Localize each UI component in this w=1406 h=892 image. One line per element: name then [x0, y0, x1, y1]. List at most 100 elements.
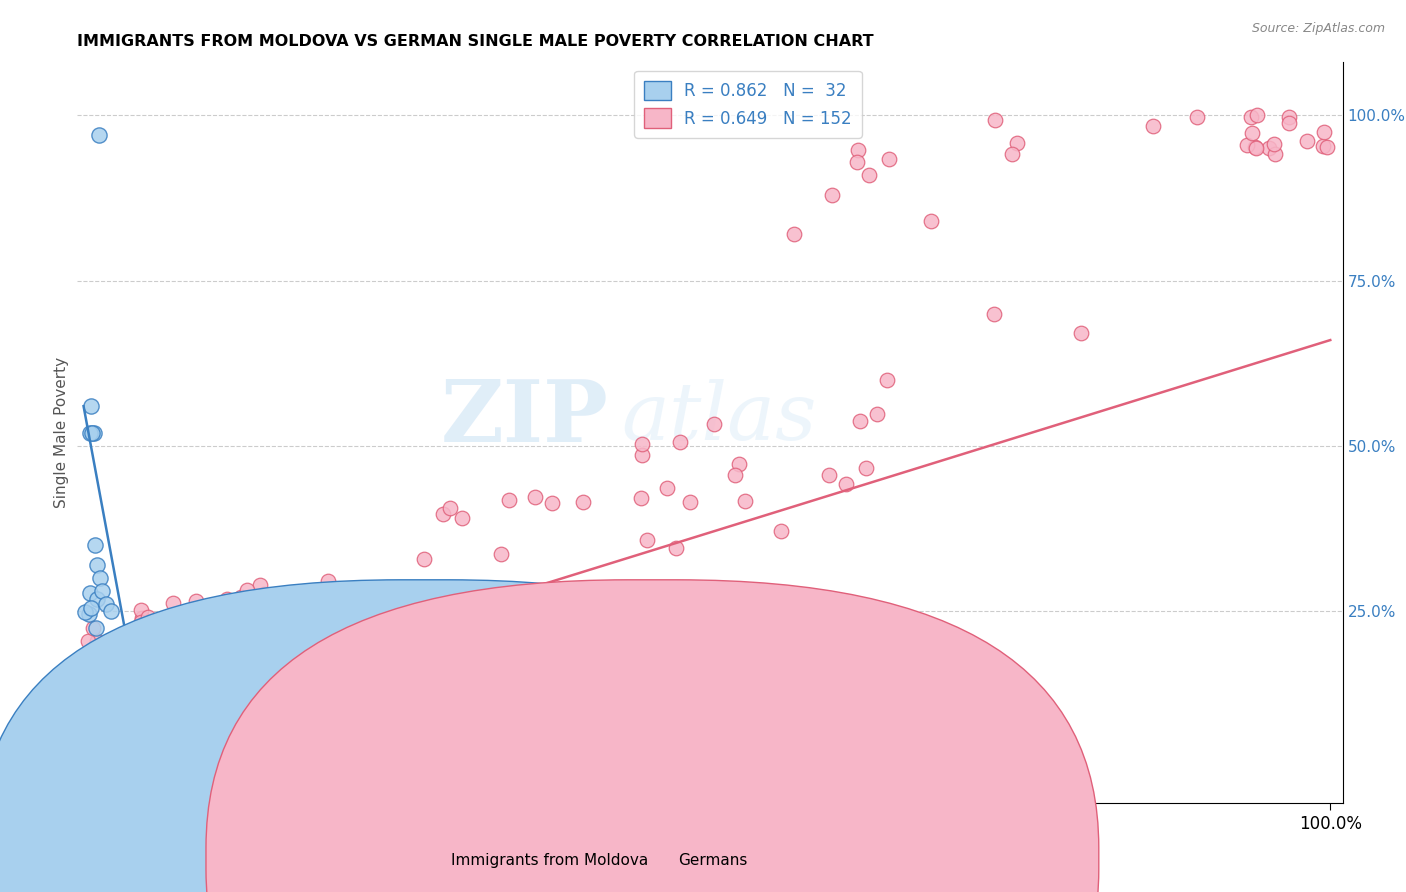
Point: [211, 657, 233, 672]
Point: [105, 684, 128, 698]
Point: [157, 643, 180, 657]
Point: [247, 636, 270, 650]
Point: [135, 690, 157, 704]
Point: [111, 709, 134, 723]
Point: [165, 642, 187, 657]
Point: [231, 632, 253, 647]
Point: [866, 407, 889, 421]
Point: [136, 609, 159, 624]
Point: [920, 214, 942, 228]
Point: [242, 674, 264, 689]
Point: [156, 657, 179, 671]
Point: [236, 582, 259, 597]
Point: [86, 647, 108, 661]
Point: [173, 689, 195, 703]
Point: [246, 613, 269, 627]
Point: [128, 637, 150, 651]
Point: [1240, 111, 1263, 125]
Point: [83, 425, 105, 440]
Point: [1295, 134, 1317, 148]
Text: Immigrants from Moldova: Immigrants from Moldova: [450, 854, 648, 868]
Point: [1005, 136, 1028, 150]
Point: [82, 621, 104, 635]
Point: [84, 668, 107, 682]
Text: ZIP: ZIP: [441, 376, 609, 459]
Point: [163, 670, 186, 684]
Point: [98, 704, 121, 718]
Point: [94, 598, 117, 612]
Text: Source: ZipAtlas.com: Source: ZipAtlas.com: [1251, 22, 1385, 36]
Point: [87, 128, 110, 143]
Point: [1313, 125, 1336, 139]
Text: IMMIGRANTS FROM MOLDOVA VS GERMAN SINGLE MALE POVERTY CORRELATION CHART: IMMIGRANTS FROM MOLDOVA VS GERMAN SINGLE…: [77, 34, 875, 49]
Point: [79, 586, 101, 600]
Point: [131, 603, 153, 617]
Point: [110, 637, 132, 651]
Point: [166, 635, 188, 649]
Point: [170, 636, 193, 650]
Text: atlas: atlas: [621, 379, 817, 457]
Point: [1001, 147, 1024, 161]
Point: [298, 626, 321, 640]
Point: [1185, 110, 1208, 124]
Point: [524, 490, 547, 504]
Point: [1263, 137, 1285, 152]
Point: [90, 663, 112, 677]
Point: [217, 592, 239, 607]
Point: [131, 611, 153, 625]
Point: [734, 493, 756, 508]
Point: [489, 547, 512, 561]
Point: [159, 698, 181, 712]
Point: [984, 112, 1007, 127]
Point: [134, 704, 156, 718]
Point: [1070, 326, 1092, 341]
Point: [200, 627, 222, 641]
Point: [222, 646, 245, 660]
Point: [149, 685, 172, 699]
Point: [242, 629, 264, 643]
Point: [160, 609, 183, 624]
Point: [80, 699, 103, 714]
Point: [77, 703, 100, 717]
Point: [1264, 147, 1286, 161]
Point: [377, 642, 399, 657]
Point: [86, 558, 108, 572]
Point: [540, 495, 562, 509]
Point: [252, 640, 274, 655]
Point: [184, 593, 207, 607]
Point: [636, 533, 658, 547]
Point: [198, 669, 221, 683]
Point: [668, 435, 690, 450]
Point: [316, 574, 339, 588]
Point: [1241, 126, 1264, 140]
Point: [97, 693, 120, 707]
Point: [86, 640, 108, 655]
Point: [138, 616, 160, 631]
Point: [630, 491, 652, 506]
Point: [142, 620, 165, 634]
Point: [1246, 108, 1268, 122]
Point: [150, 665, 173, 679]
Point: [73, 605, 96, 619]
Point: [170, 640, 193, 655]
Point: [82, 425, 104, 440]
Point: [665, 541, 688, 556]
Point: [100, 604, 122, 618]
Point: [703, 417, 725, 431]
Point: [242, 664, 264, 678]
Point: [152, 698, 174, 712]
Point: [221, 628, 243, 642]
Point: [86, 633, 108, 648]
Point: [112, 706, 135, 721]
Point: [170, 690, 193, 705]
Point: [205, 614, 228, 628]
Point: [97, 652, 120, 666]
Point: [127, 665, 149, 679]
Point: [83, 705, 105, 719]
Point: [211, 601, 233, 615]
Point: [124, 622, 146, 636]
Point: [73, 660, 96, 674]
Point: [80, 708, 103, 723]
Point: [250, 662, 273, 676]
Point: [155, 625, 177, 640]
